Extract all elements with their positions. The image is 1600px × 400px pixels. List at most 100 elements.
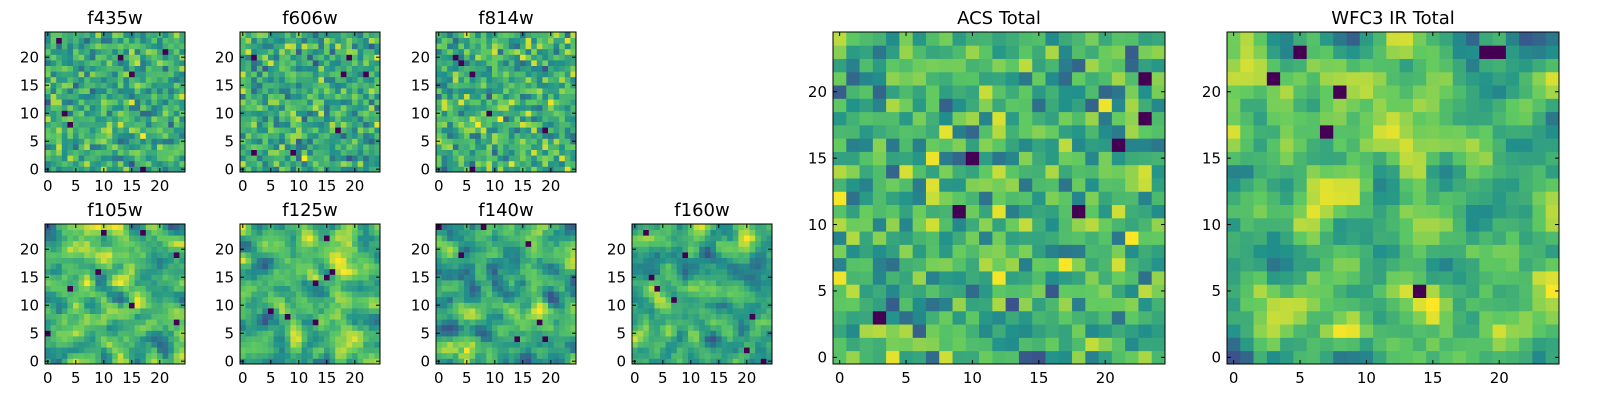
- heatmap-cell: [654, 246, 661, 253]
- heatmap-cell: [117, 60, 124, 66]
- heatmap-cell: [676, 246, 683, 253]
- heatmap-cell: [1151, 217, 1166, 232]
- heatmap-cell: [458, 60, 465, 66]
- heatmap-cell: [78, 336, 85, 342]
- heatmap-cell: [157, 229, 163, 236]
- heatmap-cell: [497, 110, 504, 117]
- heatmap-cell: [56, 263, 63, 270]
- heatmap-cell: [324, 291, 330, 298]
- heatmap-cell: [61, 296, 68, 303]
- heatmap-cell: [95, 138, 102, 145]
- heatmap-cell: [732, 330, 739, 337]
- heatmap-cell: [503, 274, 510, 281]
- heatmap-cell: [548, 352, 554, 359]
- heatmap-cell: [480, 37, 487, 44]
- heatmap-cell: [284, 336, 291, 342]
- heatmap-cell: [738, 352, 745, 359]
- heatmap-cell: [273, 82, 280, 89]
- heatmap-cell: [106, 110, 113, 117]
- heatmap-cell: [151, 71, 158, 78]
- heatmap-cell: [542, 76, 549, 83]
- heatmap-cell: [240, 65, 246, 72]
- heatmap-cell: [1072, 244, 1086, 259]
- heatmap-cell: [78, 121, 85, 128]
- heatmap-cell: [531, 263, 538, 270]
- heatmap-cell: [492, 308, 498, 314]
- heatmap-cell: [129, 116, 135, 122]
- heatmap-cell: [676, 285, 683, 292]
- heatmap-cell: [480, 308, 487, 314]
- heatmap-cell: [279, 43, 286, 50]
- heatmap-cell: [542, 280, 549, 286]
- heatmap-cell: [458, 313, 465, 320]
- heatmap-cell: [899, 297, 914, 312]
- heatmap-cell: [1005, 217, 1020, 232]
- heatmap-cell: [503, 155, 510, 162]
- heatmap-cell: [145, 32, 152, 38]
- heatmap-cell: [374, 43, 381, 50]
- heatmap-cell: [643, 246, 650, 253]
- heatmap-cell: [486, 313, 493, 320]
- heatmap-cell: [1058, 350, 1073, 365]
- heatmap-cell: [693, 291, 700, 298]
- heatmap-cell: [179, 144, 186, 150]
- heatmap-cell: [693, 336, 700, 342]
- heatmap-cell: [363, 240, 370, 247]
- x-tick-label: 15: [709, 369, 728, 387]
- heatmap-cell: [117, 54, 124, 61]
- heatmap-cell: [925, 191, 940, 206]
- heatmap-cell: [134, 274, 141, 281]
- heatmap-cell: [452, 155, 459, 162]
- heatmap-cell: [324, 280, 330, 286]
- heatmap-cell: [67, 110, 74, 117]
- heatmap-cell: [486, 324, 493, 331]
- heatmap-cell: [508, 274, 515, 281]
- heatmap-cell: [760, 319, 767, 326]
- heatmap-cell: [749, 341, 756, 348]
- heatmap-cell: [50, 324, 57, 331]
- heatmap-cell: [559, 48, 566, 55]
- heatmap-cell: [301, 308, 308, 314]
- heatmap-cell: [106, 302, 113, 309]
- heatmap-cell: [486, 246, 493, 253]
- heatmap-cell: [50, 60, 57, 66]
- heatmap-cell: [89, 285, 96, 292]
- heatmap-cell: [95, 48, 102, 55]
- heatmap-cell: [447, 324, 454, 331]
- heatmap-cell: [514, 127, 521, 134]
- heatmap-cell: [486, 319, 493, 326]
- heatmap-cell: [553, 341, 560, 348]
- heatmap-cell: [665, 347, 672, 354]
- heatmap-cell: [710, 224, 717, 230]
- heatmap-cell: [846, 257, 860, 272]
- heatmap-cell: [329, 296, 336, 303]
- heatmap-cell: [710, 302, 717, 309]
- heatmap-cell: [112, 291, 119, 298]
- heatmap-cell: [682, 347, 689, 354]
- heatmap-cell: [542, 246, 549, 253]
- heatmap-cell: [335, 224, 342, 230]
- heatmap-cell: [447, 110, 454, 117]
- heatmap-cell: [245, 127, 252, 134]
- heatmap-cell: [368, 352, 375, 359]
- heatmap-cell: [676, 296, 683, 303]
- heatmap-cell: [374, 263, 381, 270]
- heatmap-cell: [486, 104, 493, 111]
- heatmap-cell: [89, 263, 96, 270]
- heatmap-cell: [251, 229, 258, 236]
- heatmap-cell: [151, 82, 158, 89]
- heatmap-cell: [352, 127, 358, 134]
- heatmap-cell: [162, 104, 169, 111]
- heatmap-cell: [553, 358, 560, 365]
- heatmap-cell: [508, 138, 515, 145]
- heatmap-cell: [168, 116, 175, 122]
- heatmap-cell: [106, 319, 113, 326]
- heatmap-cell: [368, 104, 375, 111]
- heatmap-cell: [240, 229, 246, 236]
- heatmap-cell: [738, 313, 745, 320]
- heatmap-cell: [73, 65, 79, 72]
- heatmap-cell: [738, 257, 745, 264]
- heatmap-cell: [570, 313, 577, 320]
- heatmap-cell: [67, 116, 74, 122]
